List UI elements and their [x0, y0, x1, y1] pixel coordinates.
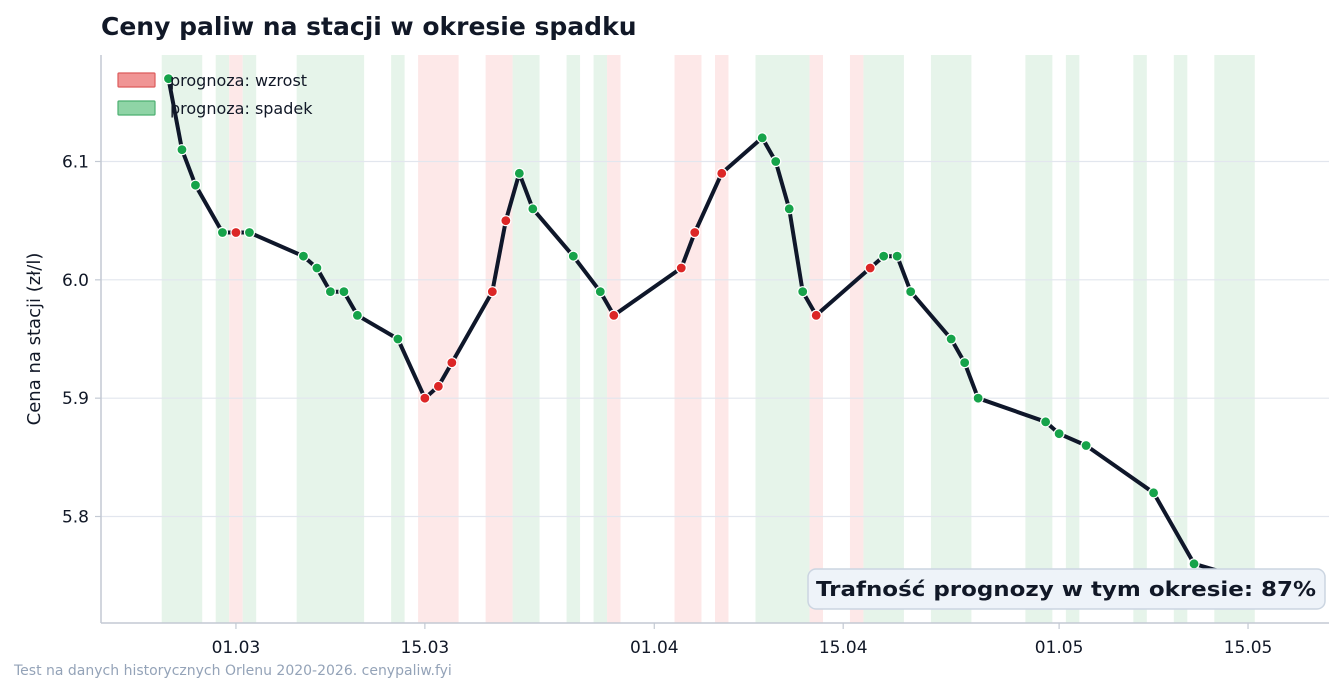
- data-point-spadek: [297, 250, 310, 262]
- band-wzrost: [229, 55, 243, 623]
- data-point-wzrost: [864, 262, 876, 274]
- band-wzrost: [809, 55, 823, 623]
- band-spadek: [566, 55, 581, 623]
- data-point-spadek: [216, 226, 229, 239]
- band-wzrost: [607, 55, 621, 623]
- data-point-spadek: [162, 73, 175, 85]
- band-wzrost: [849, 55, 864, 623]
- data-point-spadek: [891, 250, 903, 262]
- grid-lines: [101, 160, 1329, 518]
- data-point-spadek: [1080, 439, 1092, 452]
- data-point-spadek: [797, 286, 809, 298]
- accuracy-annotation: Trafność prognozy w tym okresie: 87%: [807, 568, 1326, 610]
- x-tick-label: 01.05: [1035, 638, 1084, 658]
- data-point-wzrost: [419, 392, 431, 404]
- data-point-spadek: [959, 357, 971, 369]
- band-spadek: [1133, 55, 1147, 623]
- data-point-spadek: [527, 203, 539, 215]
- x-tick-label: 15.03: [401, 638, 450, 658]
- data-point-spadek: [311, 262, 323, 274]
- data-point-spadek: [243, 226, 256, 239]
- data-point-spadek: [392, 333, 404, 345]
- x-tick-label: 15.05: [1224, 638, 1273, 658]
- data-point-spadek: [176, 144, 188, 156]
- band-spadek: [1065, 55, 1080, 623]
- data-point-spadek: [1040, 416, 1052, 428]
- data-point-spadek: [351, 309, 363, 321]
- band-spadek: [296, 55, 365, 623]
- chart-title: Ceny paliw na stacji w okresie spadku: [101, 12, 637, 41]
- data-point-spadek: [567, 250, 579, 262]
- data-point-spadek: [338, 286, 350, 298]
- x-ticks: 01.03 15.03 01.04 15.04 01.05 15.05: [212, 623, 1273, 658]
- data-point-wzrost: [446, 357, 458, 369]
- footer-note: Test na danych historycznych Orlenu 2020…: [13, 663, 452, 679]
- data-point-spadek: [756, 132, 768, 144]
- forecast-bands: [161, 55, 1255, 623]
- y-tick-label: 5.8: [62, 508, 89, 528]
- data-point-wzrost: [675, 262, 687, 274]
- band-spadek: [215, 55, 230, 623]
- data-point-spadek: [972, 392, 984, 404]
- band-spadek: [1025, 55, 1053, 623]
- data-point-wzrost: [689, 226, 701, 239]
- y-axis-label: Cena na stacji (zł/l): [24, 253, 45, 426]
- data-point-spadek: [878, 250, 890, 262]
- legend-label: prognoza: wzrost: [170, 71, 307, 90]
- band-wzrost: [485, 55, 513, 623]
- legend-label: prognoza: spadek: [170, 99, 313, 118]
- data-point-wzrost: [432, 380, 444, 392]
- x-tick-label: 15.04: [819, 638, 868, 658]
- data-point-spadek: [783, 203, 795, 215]
- legend-swatch: [117, 100, 156, 116]
- y-tick-label: 6.1: [62, 153, 89, 173]
- data-point-spadek: [189, 179, 202, 191]
- y-ticks: 5.8 5.9 6.0 6.1: [62, 153, 101, 528]
- band-spadek: [755, 55, 810, 623]
- band-spadek: [242, 55, 257, 623]
- band-spadek: [1214, 55, 1255, 623]
- data-point-wzrost: [608, 309, 620, 321]
- data-point-spadek: [1147, 487, 1160, 499]
- band-spadek: [863, 55, 904, 623]
- y-tick-label: 5.9: [62, 389, 89, 409]
- y-tick-label: 6.0: [62, 271, 89, 291]
- x-tick-label: 01.03: [212, 638, 261, 658]
- data-point-wzrost: [230, 226, 242, 239]
- band-wzrost: [674, 55, 702, 623]
- data-point-wzrost: [486, 286, 498, 298]
- band-spadek: [593, 55, 608, 623]
- axes: [100, 55, 1329, 624]
- data-point-spadek: [770, 155, 782, 168]
- data-point-spadek: [1188, 558, 1200, 570]
- band-spadek: [512, 55, 540, 623]
- x-tick-label: 01.04: [630, 638, 679, 658]
- accuracy-box: [807, 568, 1326, 610]
- data-point-spadek: [905, 286, 917, 298]
- data-point-wzrost: [716, 167, 728, 179]
- legend: prognoza: wzrost prognoza: spadek: [117, 71, 313, 118]
- data-point-spadek: [1053, 428, 1065, 440]
- data-point-wzrost: [500, 215, 512, 227]
- data-point-spadek: [324, 286, 337, 298]
- data-point-spadek: [594, 286, 606, 298]
- data-points: [162, 73, 1268, 605]
- data-point-wzrost: [810, 309, 822, 321]
- data-point-spadek: [945, 333, 957, 345]
- data-point-spadek: [513, 167, 525, 179]
- band-wzrost: [418, 55, 459, 623]
- band-wzrost: [715, 55, 729, 623]
- legend-swatch: [117, 72, 156, 88]
- band-spadek: [1173, 55, 1188, 623]
- accuracy-text: Trafność prognozy w tym okresie: 87%: [816, 577, 1316, 601]
